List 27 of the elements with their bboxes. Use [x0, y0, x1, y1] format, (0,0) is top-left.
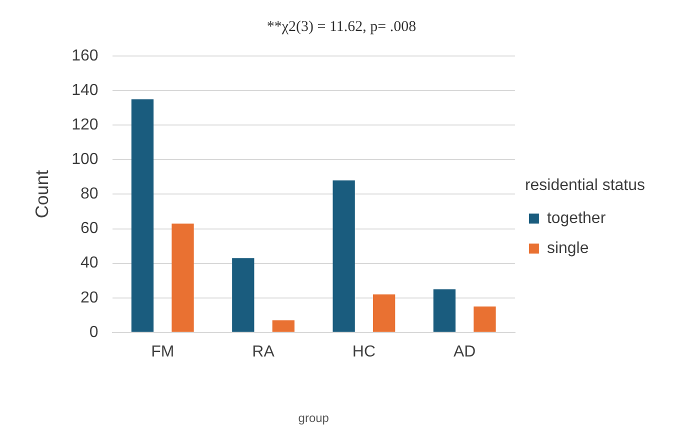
- y-tick-label: 40: [80, 254, 98, 272]
- y-tick-label: 100: [72, 151, 98, 168]
- legend-title: residential status: [524, 176, 645, 194]
- legend-label: single: [546, 240, 589, 258]
- bar: [433, 289, 456, 332]
- y-tick-label: 0: [89, 324, 98, 341]
- x-tick-label: RA: [252, 343, 275, 360]
- bar: [332, 180, 355, 332]
- legend-label: together: [546, 210, 606, 228]
- y-tick-label: 160: [72, 47, 98, 64]
- x-tick-label: FM: [151, 343, 174, 360]
- bar: [232, 258, 254, 332]
- y-tick-label: 60: [80, 220, 98, 238]
- y-axis-title: Count: [32, 170, 52, 218]
- y-tick-label: 80: [80, 186, 98, 203]
- y-tick-label: 20: [80, 289, 98, 306]
- x-tick-label: AD: [453, 343, 476, 360]
- y-tick-label: 120: [72, 116, 98, 134]
- x-tick-label: HC: [352, 343, 376, 360]
- y-tick-label: 140: [72, 82, 98, 99]
- bar: [373, 294, 396, 332]
- bar: [474, 306, 496, 332]
- bar: [131, 99, 154, 332]
- chart-title: **χ2(3) = 11.62, p= .008: [266, 18, 416, 35]
- x-axis-title: group: [298, 411, 330, 426]
- bar: [172, 224, 194, 332]
- bar: [272, 320, 294, 332]
